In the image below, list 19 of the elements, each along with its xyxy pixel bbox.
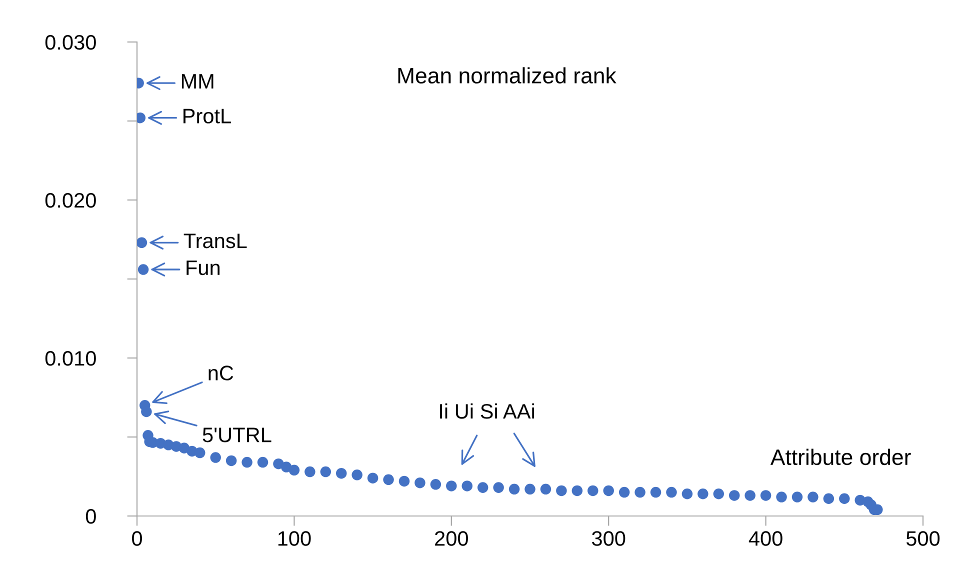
- y-tick-label: 0.030: [45, 35, 96, 50]
- annotation: 5'UTRL: [202, 428, 272, 442]
- annotation: MM: [182, 74, 214, 88]
- annotation: Ii Ui Si AAi: [440, 403, 534, 419]
- y-tick-label: 0.010: [45, 351, 96, 366]
- x-axis-title: Attribute order: [770, 448, 911, 466]
- text: Mean normalized rank: [398, 67, 616, 84]
- annotation: TransL: [184, 234, 247, 248]
- x-tick-label: 100: [278, 531, 311, 546]
- x-tick-label: 0: [132, 531, 142, 546]
- x-tick-label: 500: [906, 531, 940, 546]
- x-tick-label: 200: [435, 531, 468, 546]
- annotation: nC: [208, 366, 234, 380]
- x-tick-label: 400: [748, 531, 782, 546]
- annotation: ProtL: [184, 108, 231, 124]
- x-tick-label: 300: [592, 531, 626, 546]
- y-tick-label: 0: [86, 509, 96, 524]
- y-tick-label: 0.020: [45, 193, 96, 208]
- annotation: Fun: [186, 260, 220, 276]
